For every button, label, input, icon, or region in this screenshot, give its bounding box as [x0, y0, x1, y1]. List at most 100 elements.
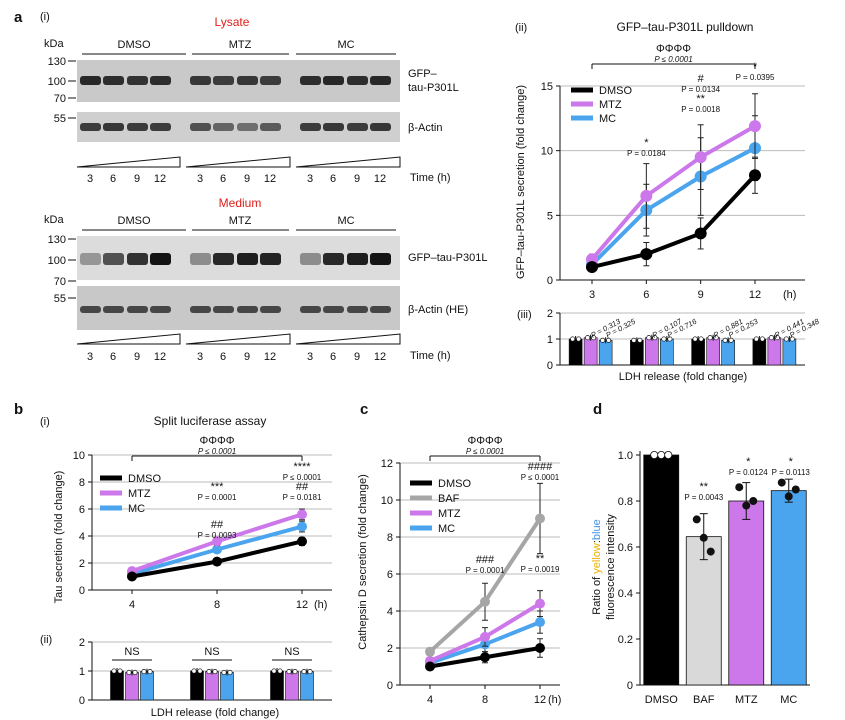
p-value-label: P = 0.0124 [729, 468, 768, 477]
blot-band [300, 253, 321, 265]
time-tick-label: 3 [197, 351, 203, 363]
ldh-point [141, 669, 147, 675]
blot-band [300, 306, 321, 313]
blot-band [300, 123, 321, 131]
ldh-bar-dmso [190, 670, 204, 701]
blot-band [370, 76, 391, 85]
y-tick-label: 10 [541, 146, 553, 158]
ldh-point [661, 336, 667, 342]
medium-label-actin: β-Actin (HE) [408, 304, 468, 316]
ldh-point [206, 669, 212, 675]
time-tick-label: 3 [307, 351, 313, 363]
data-point-dmso [535, 643, 545, 653]
blot-band [190, 253, 211, 265]
x-tick-label: 8 [482, 694, 488, 706]
legend-label: MTZ [599, 99, 622, 111]
blot-band [260, 123, 281, 131]
time-wedge [76, 156, 181, 168]
blot-band [103, 306, 124, 313]
ldh-bar-dmso [630, 339, 644, 366]
data-point-mtz [297, 509, 307, 520]
sig-bracket-symbol: ΦΦΦΦ [467, 435, 502, 447]
y-tick-label: 0 [547, 360, 553, 372]
data-point-baf [425, 646, 435, 657]
sig-marker: ## [296, 481, 309, 493]
bar-dmso [643, 454, 680, 686]
blot-band [80, 306, 101, 313]
ldh-point [637, 337, 643, 343]
ldh-point [277, 668, 283, 674]
ldh-bar-mtz [583, 337, 598, 366]
bar-mc [770, 490, 807, 686]
y-tick-label: 6 [79, 504, 85, 516]
ldh-point [301, 669, 307, 675]
y-tick-label: 6 [387, 569, 393, 581]
medium-time-labels: 3 6 9 12 3 6 9 12 3 6 9 12 [87, 351, 386, 363]
blot-band [260, 76, 281, 85]
y-tick-label: 0 [79, 585, 85, 597]
blot-band [300, 76, 321, 85]
panel-b-sub-i: (i) [40, 416, 50, 428]
blot-band [213, 76, 234, 85]
x-unit-label: (h) [548, 694, 561, 706]
time-tick-label: 3 [87, 351, 93, 363]
ldh-point [307, 669, 313, 675]
y-tick-label: 5 [547, 210, 553, 222]
panel-a-sub-iii: (iii) [517, 309, 532, 321]
ldh-point [774, 335, 780, 341]
panel-b-sub-ii: (ii) [40, 634, 52, 646]
blot-band [190, 76, 211, 85]
data-point-dmso [127, 571, 137, 582]
y-tick-label: 15 [541, 81, 553, 93]
ldh-bar-mtz [767, 337, 782, 366]
sig-marker: ** [699, 481, 708, 493]
data-point-mtz [749, 120, 761, 133]
data-point [777, 478, 786, 487]
data-point-baf [535, 513, 545, 524]
time-tick-label: 6 [220, 351, 226, 363]
blot-band [370, 253, 391, 265]
ldh-point [652, 335, 658, 341]
blot-band [103, 123, 124, 131]
blot-band [237, 253, 258, 265]
ns-label: NS [124, 646, 139, 658]
y-tick-label: 0 [547, 275, 553, 287]
y-tick-label: 12 [381, 458, 393, 470]
sig-bracket-p: P ≤ 0.0001 [654, 55, 692, 64]
lysate-marker-100: 100 [48, 76, 66, 88]
blot-band [323, 123, 344, 131]
time-tick-label: 6 [110, 351, 116, 363]
ldh-point [271, 668, 277, 674]
medium-time-wedges [76, 333, 401, 345]
ldh-point [759, 336, 765, 342]
data-point-mtz [694, 151, 707, 164]
ldh-bar-mc [782, 338, 797, 366]
y-tick-label: 8 [387, 532, 393, 544]
p-value-label: P = 0.0395 [736, 73, 775, 82]
y-tick-label: 4 [79, 531, 85, 543]
data-point-mtz [535, 598, 545, 609]
series-line-dmso [591, 173, 757, 270]
p-value-label: P = 0.253 [727, 316, 760, 339]
ldh-bar-dmso [110, 670, 124, 701]
time-tick-label: 3 [307, 173, 313, 185]
ldh-bar-dmso [691, 338, 705, 366]
ldh-point [713, 335, 719, 341]
p-value-label: P = 0.0001 [198, 493, 237, 502]
x-tick-label: 6 [643, 289, 649, 301]
ldh-bar-mc [598, 339, 613, 366]
x-tick-label: BAF [693, 694, 715, 706]
y-tick-label: 0.8 [618, 496, 633, 508]
medium-marker-ticks [68, 238, 76, 299]
ldh-bar-mc [140, 671, 154, 701]
y-tick-label: 2 [387, 643, 393, 655]
panel-letter-d: d [593, 401, 602, 418]
data-point [735, 483, 744, 492]
bar-baf [685, 536, 722, 686]
y-tick-label: 2 [79, 637, 85, 649]
p-value-label: P = 0.0019 [521, 565, 560, 574]
blot-band [323, 253, 344, 265]
x-tick-label: 8 [214, 599, 220, 611]
lysate-label-gfp: GFP– [408, 68, 438, 80]
